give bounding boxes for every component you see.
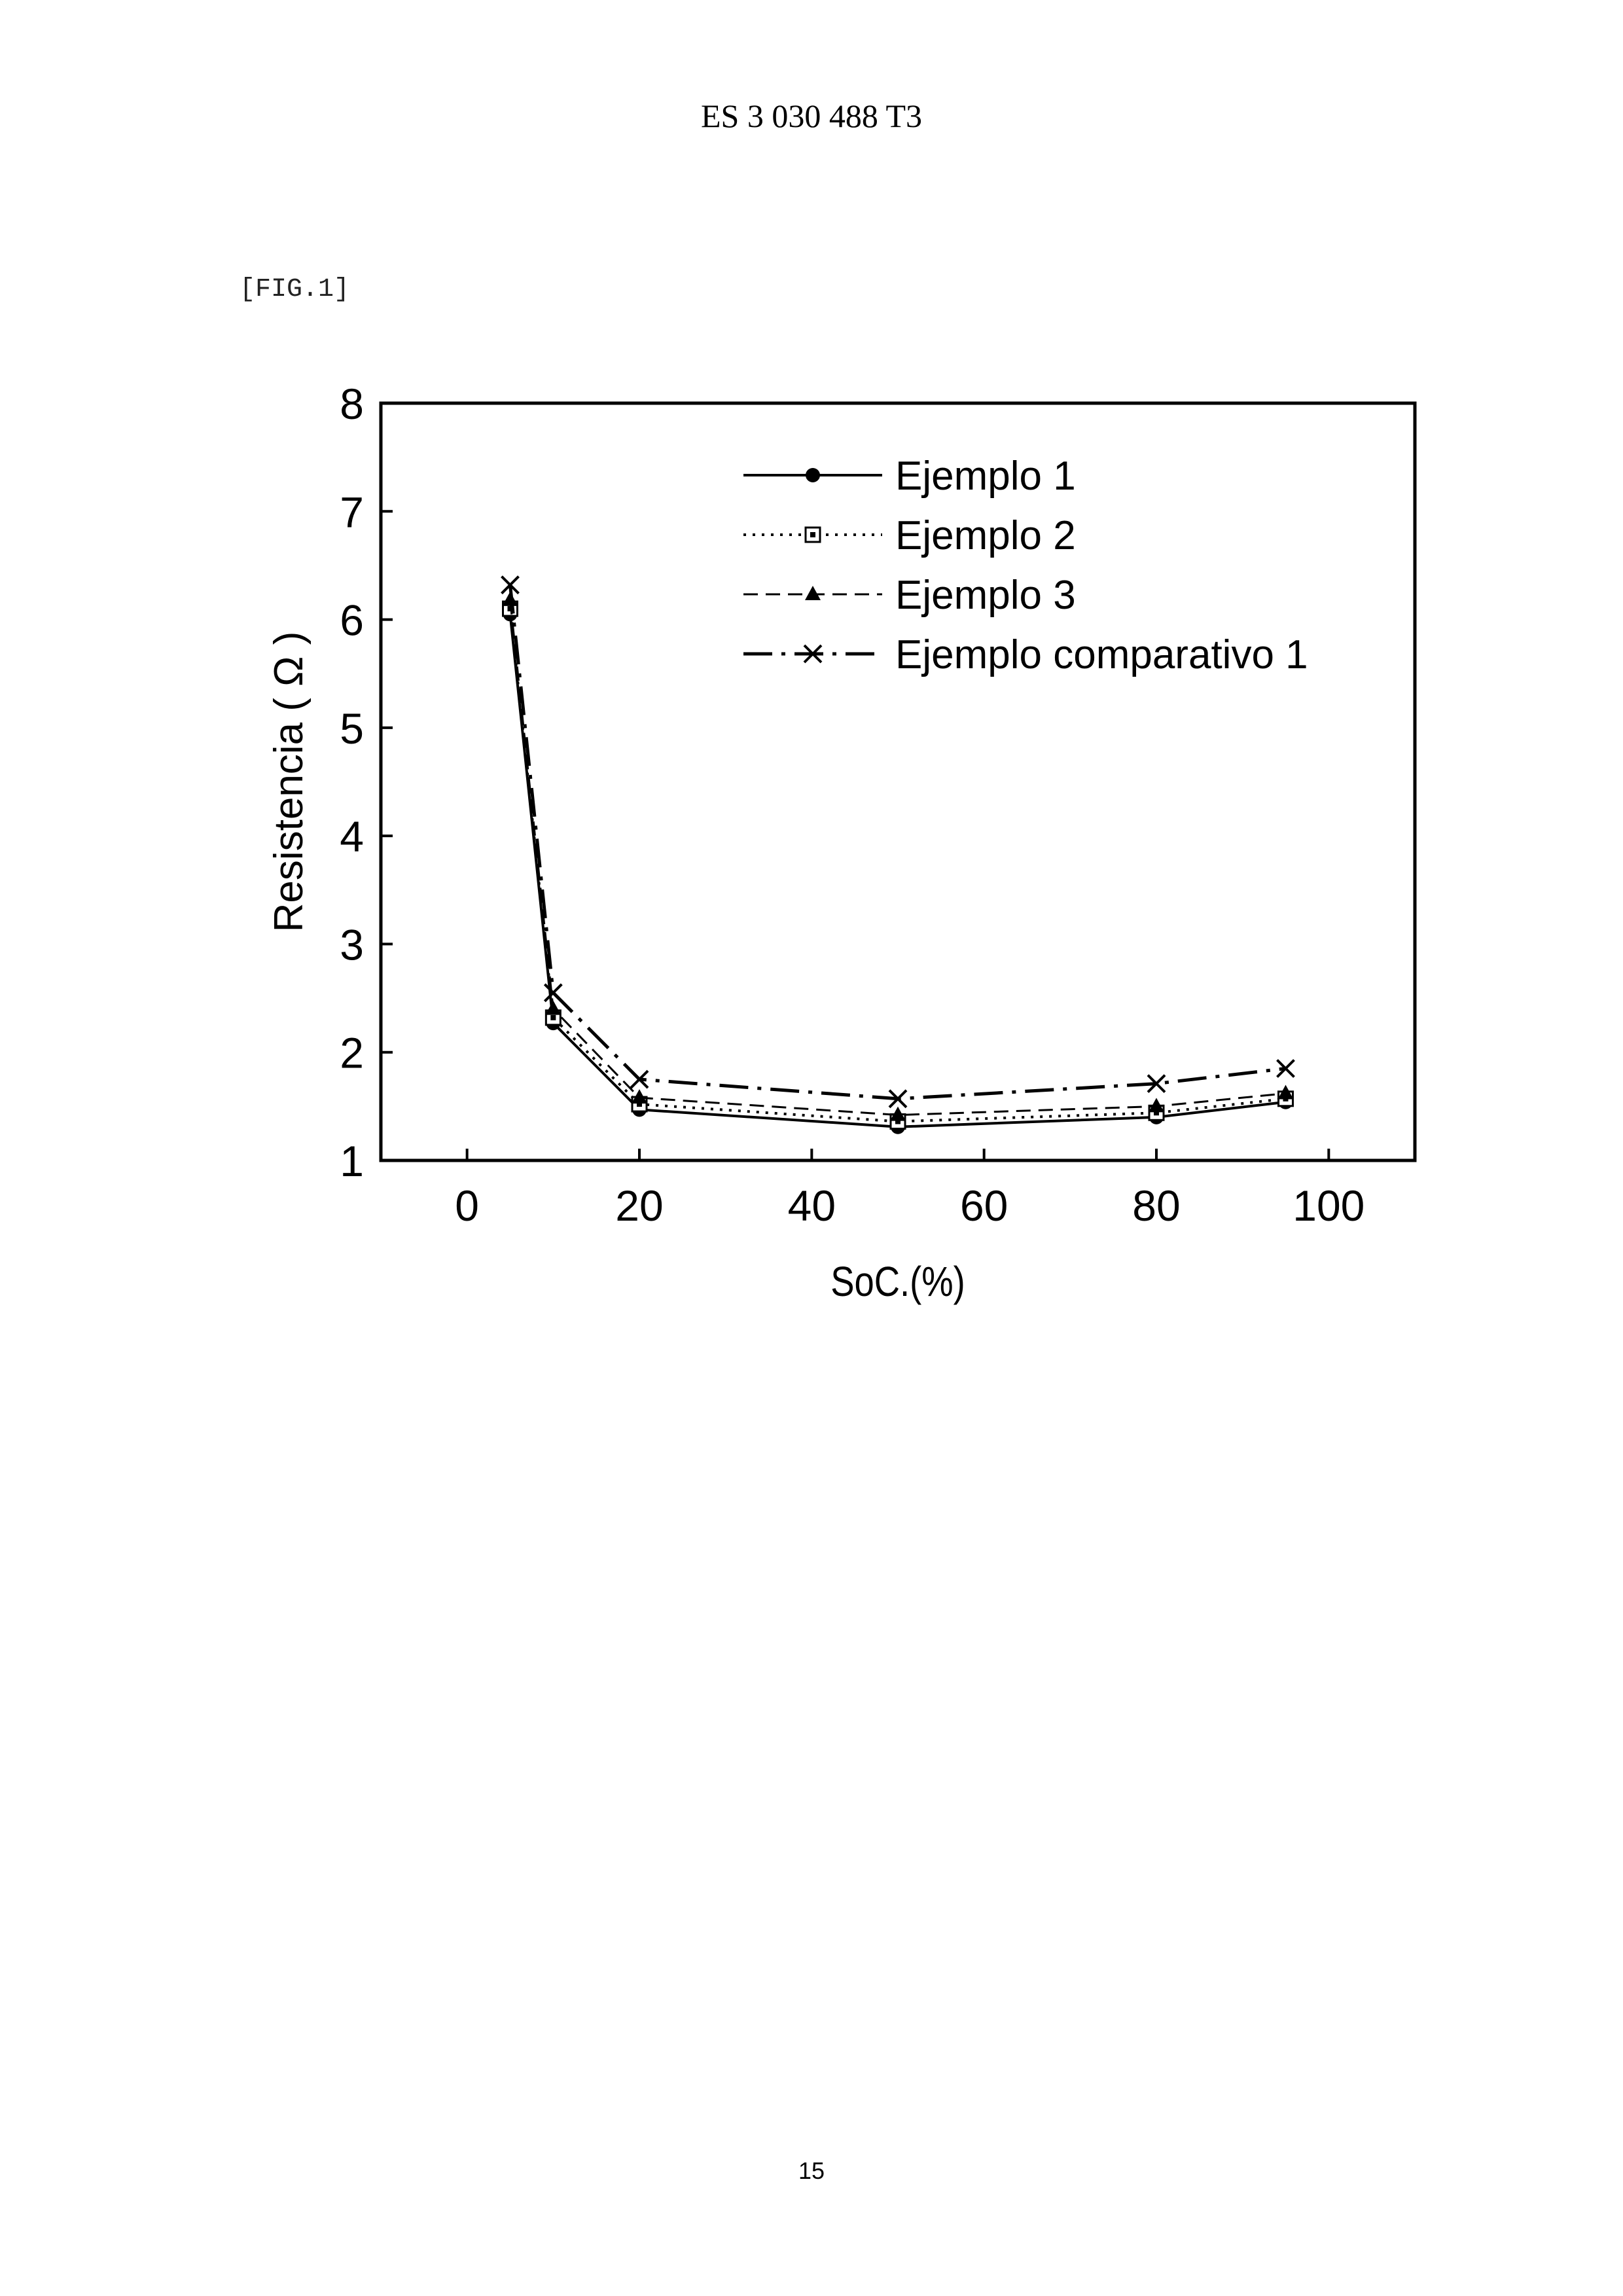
series-4-point-2 [544,984,562,1001]
legend-marker-2 [806,528,820,542]
resistance-vs-soc-chart: 0 20 40 60 80 100 1 2 3 4 5 6 7 8 SoC.(%) Resistencia (… [0,0,1623,1440]
x-tick-label-20: 20 [615,1181,663,1230]
y-tick-label-4: 4 [340,812,364,861]
y-tick-label-5: 5 [340,704,364,753]
y-axis-label: Resistencia ( Ω ) [266,632,312,933]
y-tick-label-2: 2 [340,1029,364,1077]
y-tick-label-7: 7 [340,488,364,536]
series-3-point-2 [545,1001,561,1015]
legend-marker-3 [805,586,821,600]
legend-entry-4: Ejemplo comparativo 1 [743,632,1308,677]
series-1-line [510,614,1286,1126]
legend-label-1: Ejemplo 1 [895,454,1076,499]
x-tick-label-60: 60 [960,1181,1008,1230]
y-tick-label-6: 6 [340,596,364,645]
page-number: 15 [0,2157,1623,2185]
series-2-line [510,609,1286,1121]
series-1 [503,607,1293,1134]
legend-entry-2: Ejemplo 2 [743,513,1076,558]
legend-entry-1: Ejemplo 1 [743,454,1076,499]
y-tick-label-8: 8 [340,380,364,428]
x-axis-label: SoC.(%) [830,1258,965,1305]
x-tick-label-0: 0 [455,1181,479,1230]
legend-label-3: Ejemplo 3 [895,573,1076,618]
x-tick-label-100: 100 [1293,1181,1364,1230]
series-2 [503,601,1293,1128]
legend-marker-1 [806,468,820,482]
legend-entry-3: Ejemplo 3 [743,573,1076,618]
x-tick-label-80: 80 [1132,1181,1180,1230]
y-tick-label-1: 1 [340,1137,364,1185]
legend-label-2: Ejemplo 2 [895,513,1076,558]
legend-label-4: Ejemplo comparativo 1 [895,632,1308,677]
y-tick-label-3: 3 [340,920,364,969]
x-tick-label-40: 40 [788,1181,836,1230]
